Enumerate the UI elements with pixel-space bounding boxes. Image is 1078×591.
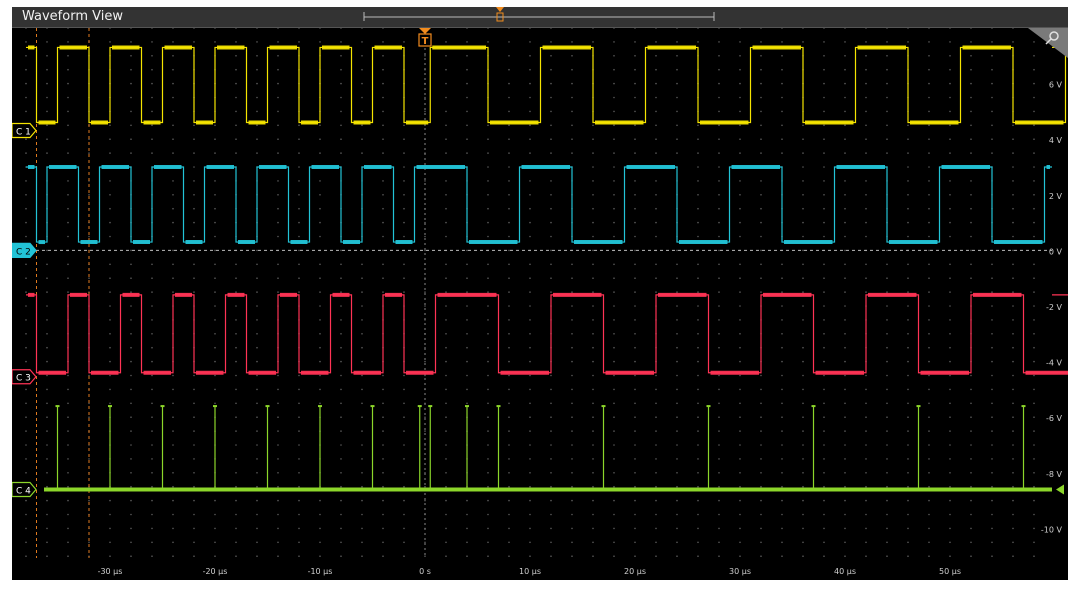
y-tick-label: 2 V	[1049, 192, 1063, 201]
trigger-label: T	[422, 36, 429, 47]
trace-ch3	[26, 292, 1068, 375]
x-tick-label: 0 s	[419, 567, 431, 576]
waveform-window: Waveform View C 1 C 2 C 3 C 4 6 V 4 V 2 V 0 V -2…	[12, 7, 1068, 580]
ch4-offset-indicator	[1056, 484, 1064, 495]
y-tick-label: 0 V	[1049, 247, 1063, 256]
x-tick-label: -10 µs	[308, 567, 333, 576]
y-tick-label: 4 V	[1049, 136, 1063, 145]
record-overview-bar[interactable]	[12, 7, 1068, 27]
y-tick-label: -10 V	[1041, 525, 1063, 534]
y-tick-label: -2 V	[1046, 303, 1063, 312]
trigger-position-marker[interactable]: T	[418, 28, 432, 47]
channel-1-label: C 1	[16, 128, 31, 138]
channel-3-label: C 3	[16, 374, 31, 384]
graticule	[25, 28, 1035, 557]
y-tick-label: -4 V	[1046, 359, 1063, 368]
x-tick-label: 10 µs	[519, 567, 541, 576]
channel-4-label: C 4	[16, 486, 31, 496]
x-tick-label: 20 µs	[624, 567, 646, 576]
x-tick-label: 30 µs	[729, 567, 751, 576]
y-tick-label: -6 V	[1046, 414, 1063, 423]
channel-4-marker[interactable]: C 4	[12, 481, 37, 498]
waveform-display[interactable]: C 1 C 2 C 3 C 4 6 V 4 V 2 V 0 V -2 V -4 V -6 V -8 V…	[12, 28, 1068, 580]
trace-ch1	[26, 45, 1067, 125]
waveform-title-bar: Waveform View	[12, 7, 1068, 28]
x-tick-label: -30 µs	[98, 567, 123, 576]
trace-ch2	[26, 165, 1052, 245]
y-tick-label: 6 V	[1049, 81, 1063, 90]
channel-1-marker[interactable]: C 1	[12, 122, 37, 139]
window-title: Waveform View	[22, 9, 123, 24]
zoom-corner-icon[interactable]	[1028, 28, 1068, 58]
x-tick-label: -20 µs	[203, 567, 228, 576]
channel-2-label: C 2	[16, 247, 31, 257]
channel-3-marker[interactable]: C 3	[12, 369, 37, 385]
x-tick-label: 40 µs	[834, 567, 856, 576]
trace-ch4	[44, 405, 1052, 492]
y-tick-label: -8 V	[1046, 470, 1063, 479]
x-tick-label: 50 µs	[939, 567, 961, 576]
channel-2-marker[interactable]: C 2	[12, 242, 37, 258]
